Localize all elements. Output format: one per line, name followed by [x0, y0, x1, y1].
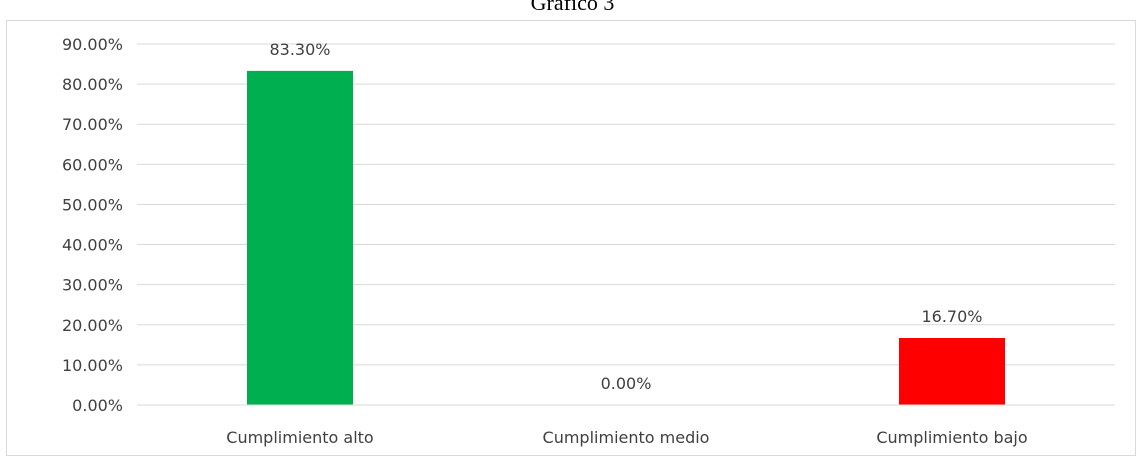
y-tick-label: 10.00%: [62, 356, 123, 375]
y-tick-label: 60.00%: [62, 155, 123, 174]
y-tick-label: 80.00%: [62, 75, 123, 94]
y-tick-label: 40.00%: [62, 236, 123, 255]
chart-title: Gráfico 3: [530, 0, 615, 15]
x-category-label: Cumplimiento medio: [543, 428, 710, 447]
chart-area-border: [6, 20, 1136, 456]
data-label: 83.30%: [269, 40, 330, 59]
data-label: 0.00%: [601, 374, 652, 393]
y-tick-label: 30.00%: [62, 276, 123, 295]
x-category-label: Cumplimiento bajo: [876, 428, 1027, 447]
y-tick-label: 50.00%: [62, 195, 123, 214]
data-labels: 83.30% 0.00% 16.70%: [269, 40, 982, 393]
y-tick-label: 90.00%: [62, 35, 123, 54]
y-axis-tick-labels: 0.00% 10.00% 20.00% 30.00% 40.00% 50.00% 60.00…: [62, 35, 123, 415]
y-tick-label: 70.00%: [62, 115, 123, 134]
y-tick-label: 20.00%: [62, 316, 123, 335]
data-label: 16.70%: [921, 307, 982, 326]
x-category-label: Cumplimiento alto: [226, 428, 373, 447]
x-axis-category-labels: Cumplimiento alto Cumplimiento medio Cumpl…: [226, 428, 1027, 447]
y-tick-label: 0.00%: [72, 396, 123, 415]
bars: [247, 70, 1005, 405]
bar-cumplimiento-alto: [247, 70, 353, 405]
bar-cumplimiento-bajo: [899, 338, 1005, 405]
